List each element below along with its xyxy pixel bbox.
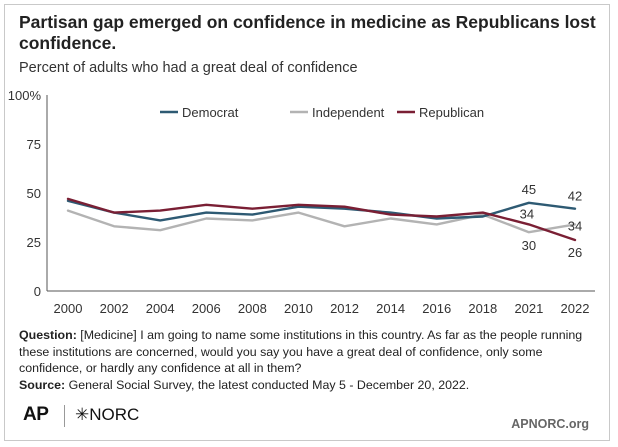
x-tick-label: 2016 — [422, 301, 451, 316]
x-tick-label: 2008 — [238, 301, 267, 316]
x-tick-label: 2022 — [561, 301, 590, 316]
legend-label: Independent — [312, 105, 385, 120]
y-tick-label: 25 — [27, 235, 41, 250]
x-tick-label: 2014 — [376, 301, 405, 316]
y-tick-label: 0 — [34, 284, 41, 299]
x-tick-label: 2002 — [100, 301, 129, 316]
line-chart: 100% 75 50 25 0 2000 2002 2004 2006 2008 2010 2012 2… — [8, 88, 595, 316]
site-link[interactable]: APNORC.org — [511, 417, 589, 431]
y-tick-label: 100% — [8, 88, 42, 103]
data-label: 26 — [568, 245, 582, 260]
y-tick-label: 75 — [27, 137, 41, 152]
source-text: General Social Survey, the latest conduc… — [68, 377, 470, 392]
legend-label: Democrat — [182, 105, 239, 120]
data-label: 34 — [520, 206, 534, 221]
x-tick-label: 2018 — [468, 301, 497, 316]
source-label: Source: — [19, 377, 66, 392]
logo-divider — [64, 405, 65, 427]
x-tick-label: 2012 — [330, 301, 359, 316]
norc-logo: ✳NORC — [75, 405, 140, 424]
chart-subtitle: Percent of adults who had a great deal o… — [19, 60, 358, 76]
question-label: Question: — [19, 328, 77, 342]
chart-title: Partisan gap emerged on confidence in me… — [19, 12, 596, 53]
data-label: 42 — [568, 189, 582, 204]
data-label: 45 — [522, 182, 536, 197]
data-label: 34 — [568, 218, 582, 233]
legend-label: Republican — [419, 105, 484, 120]
question-text: [Medicine] I am going to name some insti… — [19, 328, 583, 375]
x-tick-label: 2010 — [284, 301, 313, 316]
ap-logo: AP — [23, 404, 49, 425]
series-line-republican — [66, 197, 577, 242]
data-label: 30 — [522, 238, 536, 253]
x-tick-label: 2000 — [54, 301, 83, 316]
x-tick-label: 2004 — [146, 301, 175, 316]
chart-card: Partisan gap emerged on confidence in me… — [4, 4, 610, 441]
norc-logo-text: NORC — [89, 405, 140, 424]
y-tick-label: 50 — [27, 186, 41, 201]
chart-note: Question: [Medicine] I am going to name … — [19, 327, 609, 393]
x-tick-label: 2006 — [192, 301, 221, 316]
series-line-independent — [66, 209, 577, 234]
x-tick-label: 2021 — [514, 301, 543, 316]
